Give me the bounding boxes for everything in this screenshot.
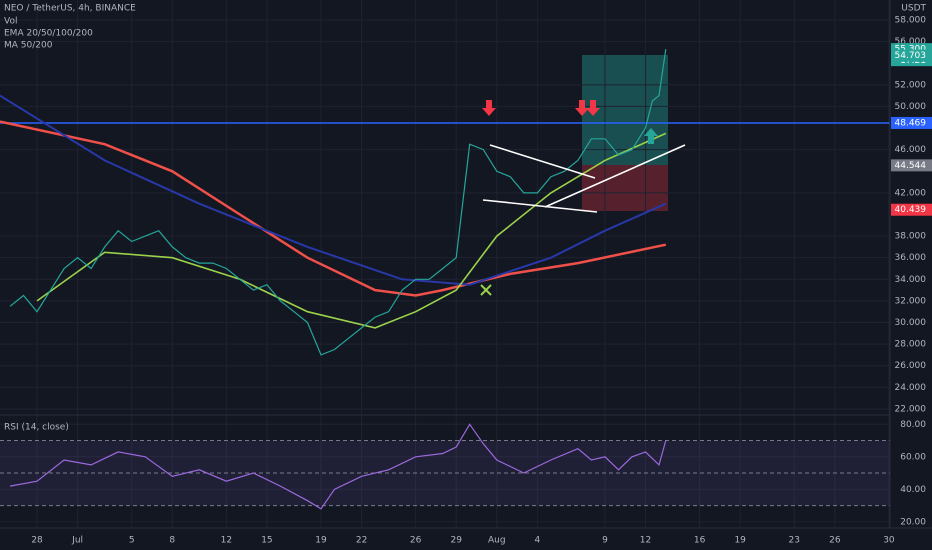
y-tick-label: 26.000	[895, 361, 927, 371]
y-tick-label: 58.000	[895, 15, 927, 25]
y-tick-label: 40.00	[900, 485, 926, 495]
series-layer	[0, 49, 890, 510]
x-tick-label: 4	[534, 536, 540, 546]
price-label-box	[891, 49, 932, 62]
indicator-label: EMA 20/50/100/200	[4, 29, 93, 39]
drawings	[480, 100, 686, 296]
currency-label: USDT	[901, 4, 926, 14]
x-tick-label: 9	[602, 536, 608, 546]
down-arrow	[482, 100, 496, 116]
x-tick-label: 5	[129, 536, 135, 546]
price-label: 44.544	[895, 161, 927, 171]
y-tick-label: 34.000	[895, 275, 927, 285]
x-tick-label: 19	[734, 536, 746, 546]
price-label-box	[891, 116, 932, 129]
x-tick-label: 23	[789, 536, 800, 546]
indicator-label: MA 50/200	[4, 41, 53, 51]
y-tick-label: 80.00	[900, 420, 926, 430]
y-tick-label: 50.000	[895, 102, 927, 112]
x-tick-label: 29	[450, 536, 462, 546]
y-tick-label: 52.000	[895, 80, 927, 90]
price-label: 40.439	[895, 205, 927, 215]
drawings-under	[0, 0, 890, 528]
trend-line	[482, 199, 598, 213]
x-tick-label: 22	[356, 536, 367, 546]
y-tick-label: 30.000	[895, 318, 927, 328]
rsi-title: RSI (14, close)	[4, 423, 69, 433]
price-label: 54.703	[895, 51, 927, 61]
up-arrow	[644, 128, 658, 144]
price-label-box	[891, 159, 932, 172]
x-tick-label: 15	[261, 536, 272, 546]
indicator-label: Vol	[4, 17, 17, 27]
x-tick-label: 19	[315, 536, 327, 546]
price-label: 48.469	[895, 118, 927, 128]
y-tick-label: 38.000	[895, 232, 927, 242]
x-tick-label: Aug	[488, 536, 506, 546]
y-tick-label: 42.000	[895, 188, 927, 198]
cross-marker	[480, 284, 492, 296]
x-tick-label: Jul	[71, 536, 83, 546]
trend-line	[489, 144, 596, 179]
x-tick-label: 26	[410, 536, 422, 546]
x-tick-label: 26	[829, 536, 841, 546]
series-line	[9, 49, 667, 356]
y-tick-label: 32.000	[895, 296, 927, 306]
x-tick-label: 12	[221, 536, 232, 546]
series-line	[0, 94, 667, 286]
down-arrow	[575, 100, 589, 116]
chart-title: NEO / TetherUS, 4h, BINANCE	[4, 4, 136, 14]
y-tick-label: 22.000	[895, 404, 927, 414]
y-tick-label: 60.00	[900, 452, 926, 462]
x-tick-label: 16	[694, 536, 706, 546]
series-line	[9, 423, 667, 510]
y-tick-label: 28.000	[895, 340, 927, 350]
series-line	[36, 132, 667, 329]
y-tick-label: 46.000	[895, 145, 927, 155]
x-tick-label: 28	[31, 536, 43, 546]
x-tick-label: 12	[640, 536, 651, 546]
down-arrow	[586, 100, 600, 116]
y-tick-label: 24.000	[895, 383, 927, 393]
y-tick-label: 20.00	[900, 517, 926, 527]
long-stop-zone	[582, 165, 668, 211]
x-tick-label: 30	[883, 536, 895, 546]
series-line	[0, 120, 667, 297]
y-tick-label: 56.000	[895, 37, 927, 47]
trend-line	[544, 144, 686, 208]
y-tick-label: 36.000	[895, 253, 927, 263]
price-label-box	[891, 203, 932, 216]
x-tick-label: 8	[169, 536, 175, 546]
